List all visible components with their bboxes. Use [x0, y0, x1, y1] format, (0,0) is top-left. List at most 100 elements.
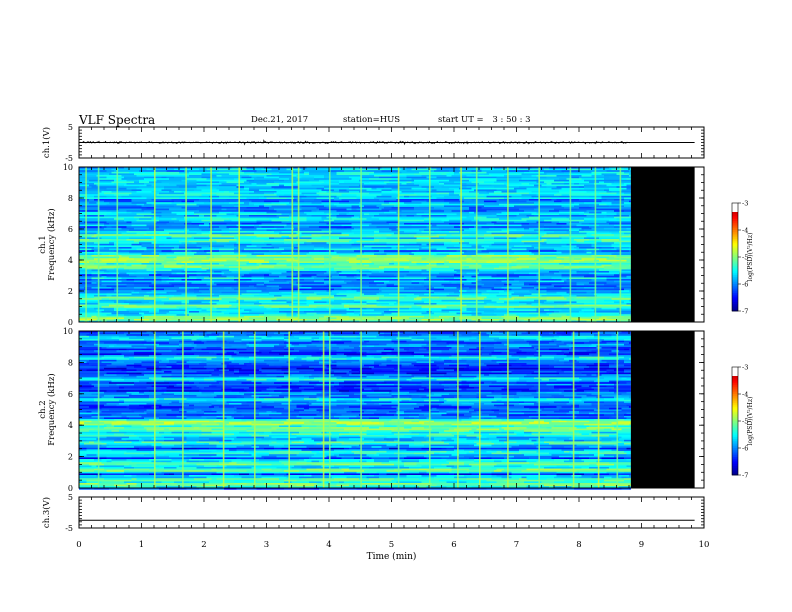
psd-cell	[391, 189, 399, 192]
psd-cell	[306, 331, 334, 333]
psd-cell	[224, 374, 249, 377]
psd-cell	[574, 259, 584, 262]
psd-cell	[446, 173, 454, 176]
psd-cell	[304, 375, 309, 378]
psd-cell	[369, 192, 397, 195]
psd-cell	[244, 186, 272, 189]
psd-cell	[356, 269, 369, 272]
psd-cell	[236, 298, 259, 301]
psd-cell	[359, 332, 384, 335]
psd-cell	[111, 380, 139, 383]
psd-cell	[601, 367, 624, 370]
psd-cell	[116, 283, 127, 286]
psd-cell	[336, 195, 357, 198]
psd-cell	[349, 261, 372, 264]
psd-cell	[189, 275, 209, 278]
psd-cell	[614, 343, 624, 346]
psd-cell	[154, 226, 159, 229]
psd-cell	[256, 245, 272, 248]
psd-cell	[236, 224, 254, 227]
psd-cell	[284, 375, 304, 378]
psd-cell	[264, 253, 282, 256]
psd-cell	[484, 173, 489, 176]
psd-cell	[259, 264, 287, 267]
psd-cell	[174, 258, 189, 261]
psd-cell	[86, 334, 99, 337]
psd-cell	[216, 307, 242, 310]
psd-cell	[134, 353, 162, 356]
psd-cell	[399, 189, 414, 192]
psd-cell	[504, 298, 514, 301]
psd-cell	[466, 314, 472, 317]
psd-cell	[79, 334, 87, 337]
psd-cell	[389, 181, 407, 184]
psd-cell	[234, 372, 257, 375]
psd-cell	[294, 183, 322, 185]
psd-cell	[371, 216, 399, 219]
psd-cell	[619, 207, 631, 209]
psd-cell	[624, 315, 631, 318]
psd-cell	[346, 189, 359, 192]
psd-cell	[576, 283, 584, 286]
psd-cell	[79, 208, 87, 211]
psd-cell	[569, 293, 594, 296]
psd-cell	[254, 351, 262, 354]
psd-cell	[624, 301, 631, 304]
psd-cell	[296, 191, 319, 193]
psd-cell	[89, 367, 104, 370]
psd-cell	[529, 199, 552, 201]
psd-cell	[339, 197, 357, 200]
psd-cell	[289, 369, 314, 372]
psd-cell	[569, 183, 574, 185]
psd-cell	[271, 173, 282, 176]
psd-cell	[209, 296, 219, 299]
psd-cell	[79, 202, 89, 205]
psd-cell	[246, 263, 257, 265]
psd-cell	[181, 353, 194, 356]
psd-cell	[289, 332, 304, 335]
psd-cell	[271, 229, 299, 232]
psd-cell	[586, 374, 592, 377]
psd-cell	[149, 355, 154, 357]
psd-cell	[79, 387, 92, 389]
psd-cell	[129, 256, 149, 259]
psd-cell	[319, 191, 327, 193]
psd-cell	[206, 334, 219, 337]
psd-cell	[449, 170, 472, 173]
psd-cell	[204, 298, 222, 301]
psd-cell	[326, 311, 342, 313]
psd-cell	[619, 272, 631, 275]
psd-cell	[236, 184, 257, 187]
psd-cell	[524, 226, 544, 229]
psd-cell	[566, 227, 582, 230]
psd-cell	[581, 175, 592, 177]
psd-cell	[381, 312, 392, 315]
psd-cell	[469, 347, 477, 349]
psd-cell	[446, 372, 454, 375]
psd-cell	[204, 223, 209, 225]
psd-cell	[141, 314, 152, 317]
psd-cell	[589, 205, 594, 208]
psd-cell	[221, 291, 237, 294]
psd-cell	[286, 301, 292, 304]
psd-cell	[374, 175, 392, 177]
psd-cell	[444, 388, 462, 391]
psd-cell	[174, 356, 197, 359]
psd-cell	[454, 245, 472, 248]
psd-cell	[264, 176, 279, 179]
psd-cell	[146, 184, 152, 187]
psd-cell	[389, 303, 394, 305]
psd-cell	[536, 315, 562, 318]
psd-cell	[234, 203, 242, 206]
psd-cell	[396, 224, 412, 227]
psd-cell	[494, 253, 512, 256]
psd-cell	[114, 243, 132, 246]
psd-cell	[481, 291, 499, 294]
psd-cell	[561, 340, 589, 343]
psd-cell	[111, 337, 129, 340]
psd-cell	[599, 317, 607, 320]
psd-cell	[544, 226, 562, 229]
psd-cell	[551, 283, 577, 286]
psd-cell	[184, 223, 192, 225]
psd-cell	[266, 334, 284, 337]
